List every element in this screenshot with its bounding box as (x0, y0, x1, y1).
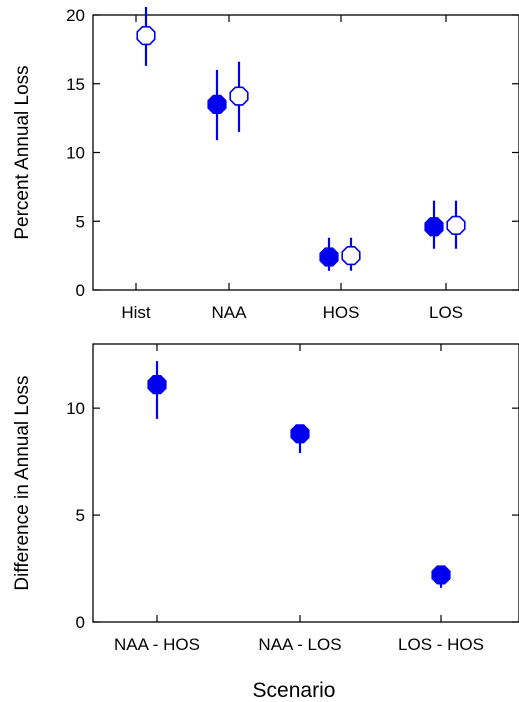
x-tick-label: NAA - LOS (258, 635, 341, 654)
x-tick-label: NAA (212, 303, 248, 322)
y-tick-label: 5 (76, 212, 85, 231)
y-tick-label: 15 (66, 75, 85, 94)
x-tick-label: NAA - HOS (114, 635, 200, 654)
y-tick-label: 10 (66, 399, 85, 418)
open-marker (229, 86, 249, 106)
y-tick-label: 0 (76, 281, 85, 300)
x-tick-label: LOS - HOS (398, 635, 484, 654)
x-tick-label: HOS (323, 303, 360, 322)
open-marker (341, 246, 361, 266)
filled-marker (147, 375, 167, 395)
y-tick-label: 0 (76, 613, 85, 632)
x-tick-label: LOS (429, 303, 463, 322)
open-marker (446, 215, 466, 235)
filled-marker (207, 94, 227, 114)
x-axis-label: Scenario (253, 679, 336, 702)
plot-frame (92, 343, 519, 623)
y-axis-label: Difference in Annual Loss (12, 375, 33, 590)
filled-marker (290, 424, 310, 444)
filled-marker (424, 217, 444, 237)
x-tick-label: Hist (121, 303, 151, 322)
y-axis-label: Percent Annual Loss (12, 65, 33, 239)
open-marker (136, 26, 156, 46)
y-tick-label: 5 (76, 506, 85, 525)
filled-marker (431, 565, 451, 585)
filled-marker (319, 247, 339, 267)
y-tick-label: 20 (66, 6, 85, 25)
y-tick-label: 10 (66, 144, 85, 163)
chart-panel-2: 0 5 10 NAA - HOS NAA - LOS LOS - HOS Differenc… (12, 343, 519, 654)
chart-panel-1: 0 5 10 15 20 Hist NAA HOS LOS Percent Annual Loss (12, 6, 519, 322)
